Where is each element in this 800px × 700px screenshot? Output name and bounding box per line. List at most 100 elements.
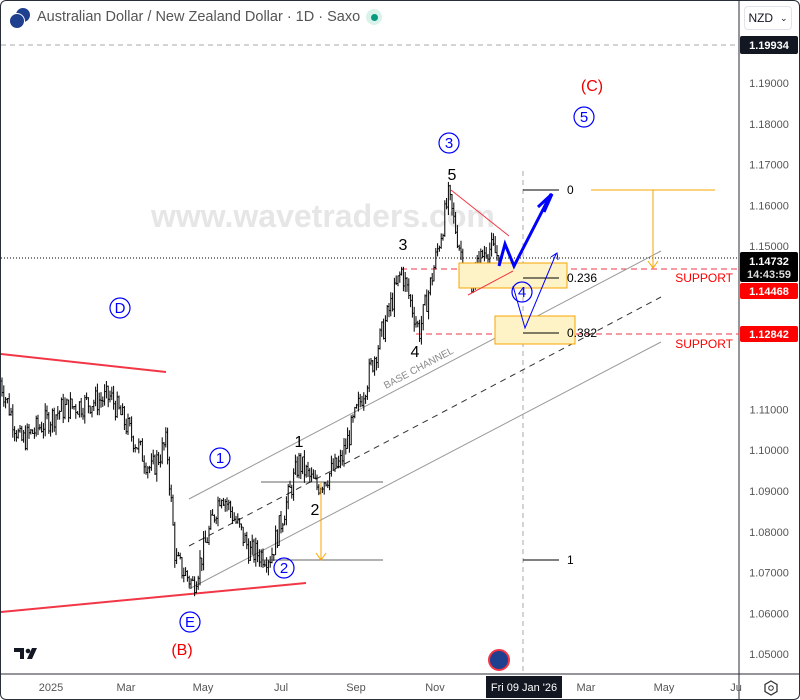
ohlc-bar [45,405,49,420]
ohlc-bar [351,414,355,423]
ohlc-bar [103,384,106,406]
ohlc-bar [330,455,333,477]
ohlc-bar [38,424,41,431]
symbol-title[interactable]: Australian Dollar / New Zealand Dollar ·… [37,9,361,25]
ohlc-bar [252,538,256,563]
time-tick: Mar [577,682,596,694]
countdown: 14:43:59 [747,269,791,281]
currency-selector[interactable]: NZD ⌄ [744,6,792,30]
ohlc-bar [202,531,205,571]
ohlc-bar [306,461,310,477]
ohlc-bar [76,411,79,415]
ohlc-bar [182,567,185,583]
support-2-label: SUPPORT [675,337,733,351]
ohlc-bar [218,498,221,507]
ohlc-bar [436,243,439,257]
time-tick: May [654,682,675,694]
wave-b-label: (B) [171,642,192,659]
settings-icon[interactable] [764,680,778,696]
candles [1,181,500,597]
wave-circle-wave5: 5 [573,106,595,128]
ohlc-bar [94,386,97,407]
sub-wave-4: 4 [411,344,420,361]
ohlc-bar [384,315,387,343]
ohlc-bar [344,438,347,455]
ohlc-bar [398,271,401,283]
ohlc-bar [400,266,403,276]
ohlc-bar [281,522,284,533]
ohlc-bar [215,516,218,525]
ohlc-bar [459,240,463,260]
ohlc-bar [386,305,389,322]
wave-circle-text: 4 [518,284,526,301]
ohlc-bar [119,405,122,416]
trendline-e [1,582,307,613]
ohlc-bar [402,266,405,292]
ohlc-bar [168,456,171,496]
support-1-label: SUPPORT [675,271,733,285]
ohlc-bar [371,359,374,373]
ohlc-bar [431,273,434,286]
ohlc-bar [40,421,43,433]
tradingview-logo [14,648,37,659]
ohlc-bar [161,437,164,465]
ohlc-bar [263,560,266,568]
price-tick: 1.10000 [749,445,789,457]
ohlc-bar [243,532,247,543]
crosshair-price: 1.19934 [749,40,790,52]
wave-circle-text: D [115,300,126,317]
ohlc-bar [251,534,254,555]
ohlc-bar [101,396,104,407]
crosshair-date: Fri 09 Jan '26 [491,682,557,694]
ohlc-bar [335,457,338,468]
wave-circle-wave2: 2 [273,557,295,579]
ohlc-bar [346,427,349,450]
ohlc-bar [256,540,259,563]
price-tick: 1.19000 [749,78,789,90]
ohlc-bar [494,235,497,254]
ohlc-bar [422,304,425,331]
ohlc-bar [123,405,126,431]
price-tick: 1.08000 [749,527,789,539]
time-tick: May [193,682,214,694]
currency-value: NZD [748,11,774,25]
ohlc-bar [350,415,353,446]
ohlc-bar [74,404,77,419]
ohlc-bar [224,499,227,512]
ohlc-bar [130,416,133,442]
ohlc-bar [326,480,329,488]
ohlc-bar [159,454,162,468]
price-tick: 1.09000 [749,486,789,498]
ohlc-bar [51,408,54,433]
ohlc-bar [441,233,445,241]
ohlc-bar [393,277,396,318]
ohlc-bar [27,423,31,439]
ohlc-bar [233,512,236,522]
ohlc-bar [427,290,430,320]
ohlc-bar [420,315,423,345]
ohlc-bar [141,438,144,462]
ohlc-bar [299,453,302,480]
ohlc-bar [283,515,286,526]
event-flag-icon[interactable] [488,649,510,671]
ohlc-bar [209,510,212,530]
projection-wave5 [497,193,553,270]
ohlc-bar [170,484,173,503]
ohlc-bar [301,456,304,475]
price-tick: 1.15000 [749,241,789,253]
ohlc-bar [332,458,335,472]
ohlc-bar [98,392,101,416]
wave-circle-E: E [179,611,201,633]
ohlc-bar [297,452,301,479]
wave-circle-text: 3 [445,135,453,152]
ohlc-bar [229,500,232,518]
ohlc-bar [96,383,99,416]
ohlc-bar [11,404,14,438]
ohlc-bar [22,430,25,443]
ohlc-bar [117,395,121,410]
time-tick: Jul [274,682,288,694]
ohlc-bar [166,427,169,465]
fib-382-label: 0.382 [567,326,597,340]
ohlc-bar [429,277,432,296]
